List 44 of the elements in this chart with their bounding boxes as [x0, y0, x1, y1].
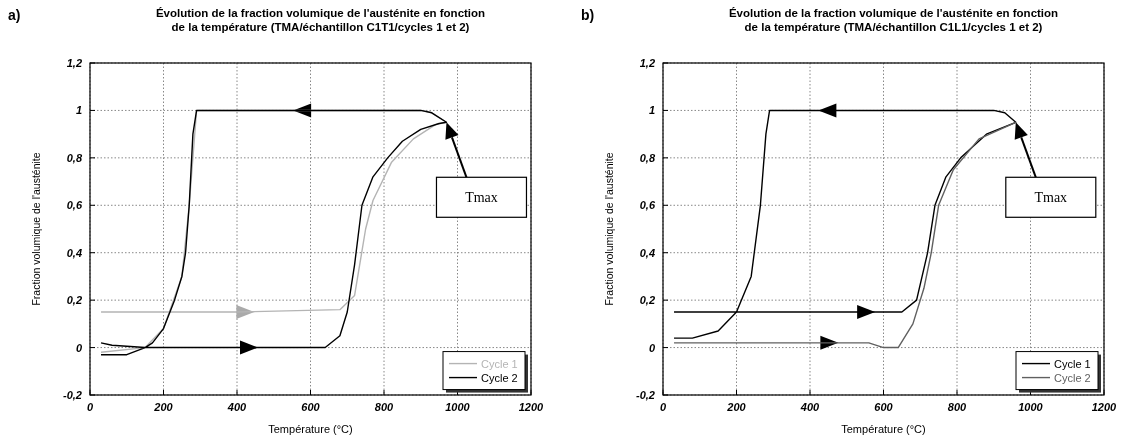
x-tick-label: 1200 — [518, 401, 545, 413]
y-tick-label: 1 — [648, 104, 655, 117]
y-tick-label: 0,2 — [66, 294, 82, 307]
x-tick-label: 1200 — [1091, 401, 1118, 413]
x-tick-label: 0 — [86, 401, 94, 413]
y-tick-label: 0 — [648, 341, 656, 354]
legend-label: Cycle 2 — [481, 371, 518, 384]
legend-label: Cycle 1 — [481, 357, 518, 370]
x-tick-label: 800 — [947, 401, 968, 413]
annotation: Tmax — [465, 190, 498, 206]
text: b) — [581, 7, 595, 23]
x-axis-title: Température (°C) — [268, 423, 353, 435]
x-axis-title: Température (°C) — [841, 423, 926, 435]
annotation: Tmax — [1034, 190, 1068, 206]
chart-title: Évolution de la fraction volumique de l'austénite en fonction de la température (TMA/échantillon C1T1/cycles 1 et 2) — [155, 7, 486, 33]
y-tick-label: 0 — [75, 341, 83, 354]
y-tick-label: 1,2 — [639, 57, 655, 69]
x-tick-label: 800 — [374, 401, 395, 413]
y-tick-label: 0,4 — [639, 246, 655, 259]
x-tick-label: 0 — [659, 401, 667, 413]
x-tick-label: 600 — [301, 401, 321, 413]
y-tick-label: 1 — [75, 104, 82, 117]
x-tick-label: 1000 — [445, 401, 471, 413]
y-tick-label: 0,8 — [66, 151, 83, 164]
text: a) — [8, 7, 21, 23]
y-tick-label: -0,2 — [636, 389, 655, 401]
chart-title: Évolution de la fraction volumique de l'austénite en fonction de la température (TMA/échantillon C1L1/cycles 1 et 2) — [728, 7, 1059, 33]
x-tick-label: 200 — [726, 401, 747, 413]
legend-label: Cycle 2 — [1054, 371, 1091, 384]
legend-label: Cycle 1 — [1054, 357, 1091, 370]
x-tick-label: 600 — [874, 401, 894, 413]
y-tick-label: -0,2 — [63, 389, 82, 401]
y-axis-title: Fraction volumique de l'austénite — [30, 152, 42, 306]
y-tick-label: 0,4 — [66, 246, 82, 259]
y-tick-label: 1,2 — [66, 57, 82, 69]
y-tick-label: 0,2 — [639, 294, 655, 307]
x-tick-label: 400 — [799, 401, 821, 413]
x-tick-label: 400 — [226, 401, 248, 413]
y-tick-label: 0,8 — [639, 151, 656, 164]
x-tick-label: 1000 — [1018, 401, 1044, 413]
y-tick-label: 0,6 — [639, 199, 656, 212]
y-tick-label: 0,6 — [66, 199, 83, 212]
x-tick-label: 200 — [153, 401, 174, 413]
y-axis-title: Fraction volumique de l'austénite — [603, 152, 615, 306]
